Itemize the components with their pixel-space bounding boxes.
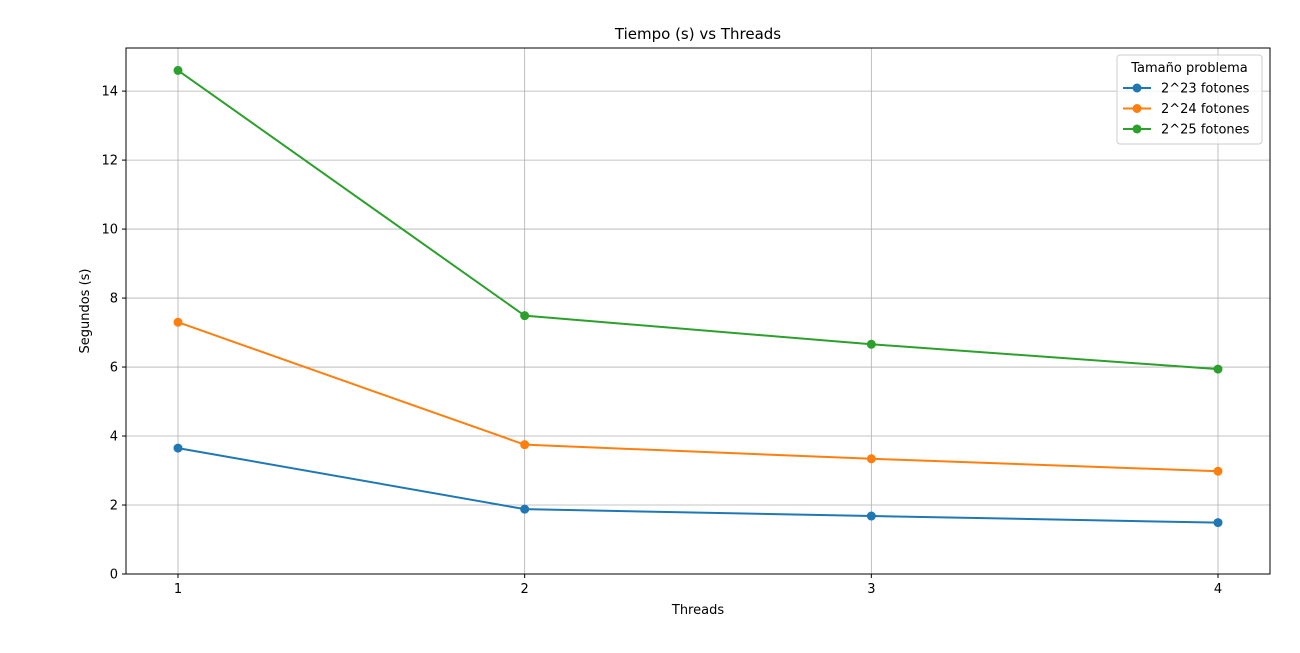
data-point <box>866 511 876 521</box>
data-point <box>1213 466 1223 476</box>
data-point <box>520 311 530 321</box>
data-point <box>866 454 876 464</box>
legend-item: 2^25 fotones <box>1123 123 1250 138</box>
data-point <box>173 317 183 327</box>
data-point <box>173 443 183 453</box>
y-tick-label: 10 <box>101 223 118 238</box>
legend-label: 2^25 fotones <box>1161 123 1250 138</box>
x-tick-label: 3 <box>867 582 875 597</box>
series-1 <box>173 443 1223 528</box>
series-line <box>177 447 1219 524</box>
legend: Tamaño problema 2^23 fotones 2^24 fotones… <box>1116 54 1263 145</box>
series-2 <box>173 317 1223 476</box>
series-line <box>177 321 1219 473</box>
legend-item: 2^24 fotones <box>1123 102 1250 117</box>
data-point <box>1213 364 1223 374</box>
legend-entries: 2^23 fotones 2^24 fotones 2^25 fotones <box>1123 82 1250 138</box>
y-tick-label: 0 <box>110 568 118 583</box>
legend-title: Tamaño problema <box>1130 61 1247 76</box>
series-3 <box>173 65 1223 374</box>
x-tick-label: 4 <box>1214 582 1222 597</box>
y-tick-label: 12 <box>101 154 118 169</box>
legend-item: 2^23 fotones <box>1123 82 1250 97</box>
y-axis-title: Segundos (s) <box>78 268 93 353</box>
y-tick-label: 8 <box>110 292 118 307</box>
legend-label: 2^23 fotones <box>1161 82 1250 97</box>
grid <box>126 48 1270 575</box>
data-point <box>1213 518 1223 528</box>
data-point <box>866 339 876 349</box>
series-line <box>177 69 1219 371</box>
legend-box <box>1116 54 1263 145</box>
chart-title: Tiempo (s) vs Threads <box>614 25 781 43</box>
data-point <box>173 65 183 75</box>
data-point <box>520 504 530 514</box>
data-point <box>520 440 530 450</box>
y-tick-label: 6 <box>110 361 118 376</box>
plot-frame <box>125 47 1271 575</box>
series-group <box>173 65 1223 528</box>
y-tick-label: 14 <box>101 85 118 100</box>
legend-swatch-marker <box>1132 104 1142 113</box>
x-axis-title: Threads <box>671 603 724 618</box>
legend-swatch-marker <box>1132 124 1142 134</box>
y-tick-label: 2 <box>110 499 118 514</box>
y-tick-label: 4 <box>110 430 118 445</box>
legend-label: 2^24 fotones <box>1161 102 1250 117</box>
legend-swatch-marker <box>1132 83 1142 93</box>
x-tick-label: 1 <box>174 582 182 597</box>
x-tick-label: 2 <box>521 582 529 597</box>
